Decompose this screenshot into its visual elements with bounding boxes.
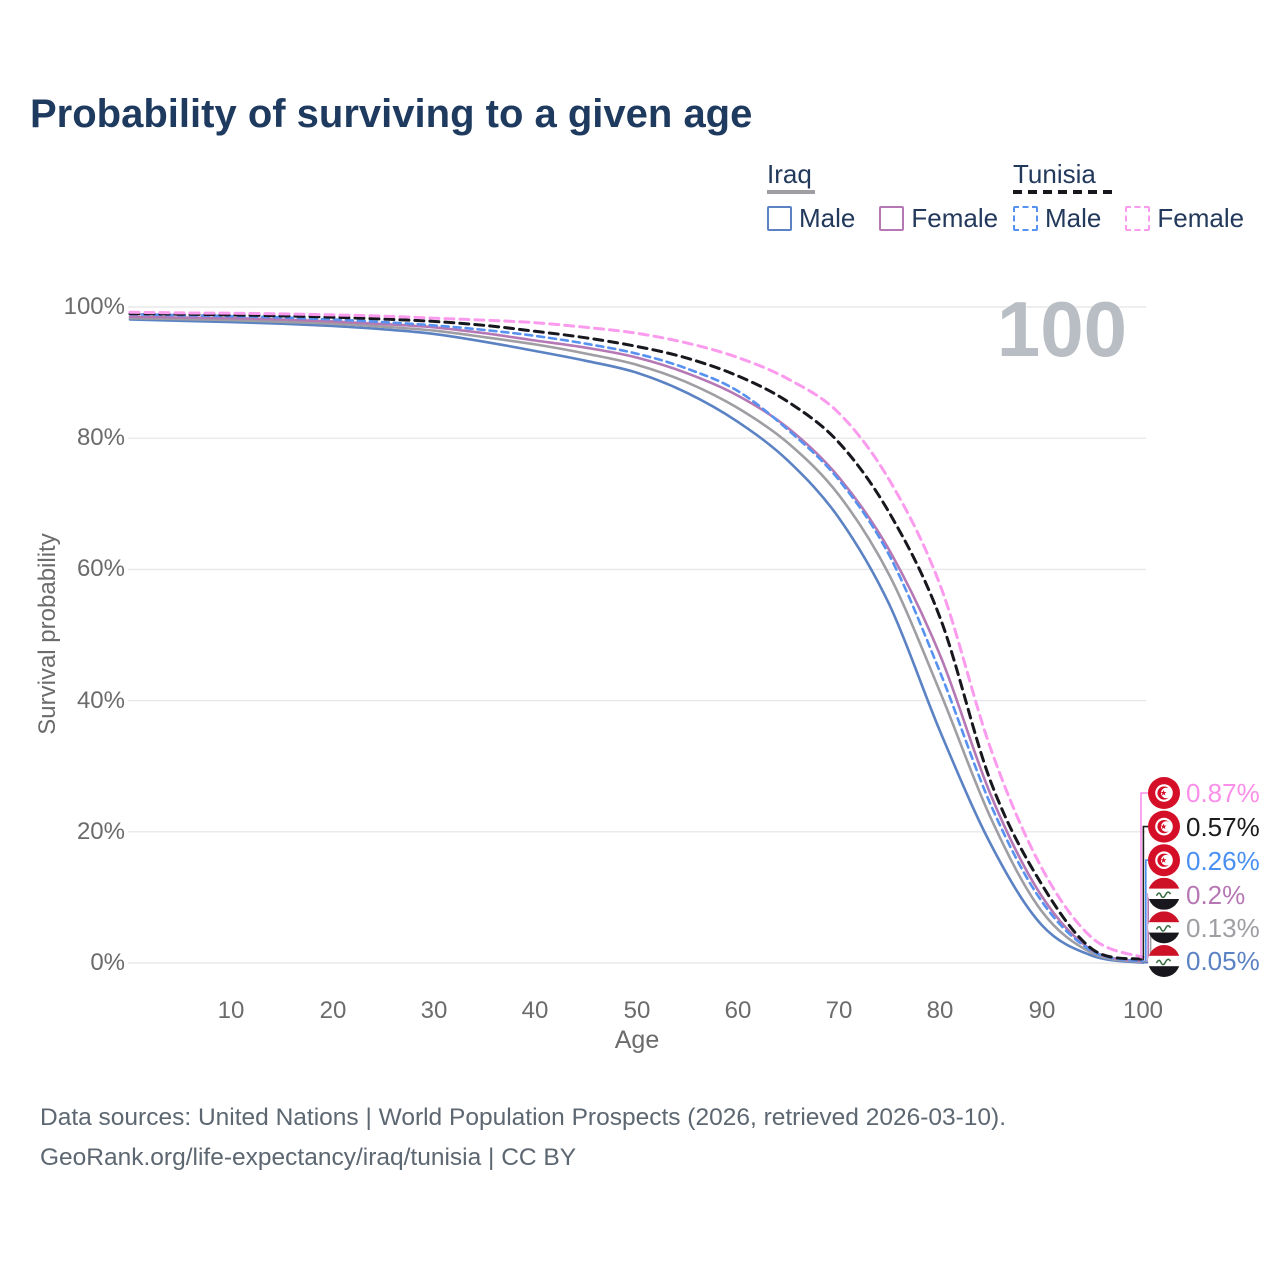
- legend-item-iraq-female[interactable]: Female: [879, 203, 998, 234]
- x-tick-80: 80: [926, 997, 954, 1024]
- tunisia-line-style-swatch: [1013, 190, 1113, 194]
- y-tick-0: 0%: [90, 949, 125, 976]
- x-tick-40: 40: [521, 997, 549, 1024]
- legend-item-iraq-male[interactable]: Male: [767, 203, 855, 234]
- tunisia-flag-icon: [1148, 777, 1180, 809]
- leader-line: [1142, 825, 1150, 961]
- end-label-tunisia-male: 0.26%: [1186, 846, 1260, 876]
- iraq-female-swatch: [879, 206, 905, 231]
- age-counter-watermark: 100: [996, 285, 1127, 373]
- end-label-tunisia-female: 0.87%: [1186, 778, 1260, 808]
- x-tick-70: 70: [825, 997, 853, 1024]
- x-tick-50: 50: [623, 997, 651, 1024]
- tunisia-male-line[interactable]: [128, 312, 1145, 963]
- leader-line: [1140, 792, 1150, 959]
- tunisia-flag-icon: [1148, 844, 1180, 877]
- x-tick-10: 10: [217, 997, 245, 1024]
- page-title: Probability of surviving to a given age: [30, 92, 753, 136]
- iraq-male-swatch: [767, 206, 792, 231]
- legend-item-tunisia-male[interactable]: Male: [1013, 203, 1101, 234]
- y-tick-20: 20%: [76, 818, 125, 845]
- tunisia-male-swatch: [1013, 206, 1038, 231]
- iraq-flag-icon: [1148, 945, 1180, 977]
- legend-item-tunisia-female[interactable]: Female: [1125, 203, 1244, 234]
- y-tick-100: 100%: [63, 293, 125, 320]
- y-tick-40: 40%: [76, 687, 125, 714]
- y-axis-title: Survival probability: [34, 533, 61, 735]
- y-tick-80: 80%: [76, 424, 125, 451]
- tunisia-female-line[interactable]: [128, 310, 1145, 959]
- legend-group-tunisia: Tunisia Male Female: [1013, 160, 1244, 234]
- legend-label: Female: [911, 203, 999, 233]
- iraq-line[interactable]: [128, 316, 1145, 964]
- legend-country-tunisia[interactable]: Tunisia: [1013, 159, 1096, 189]
- iraq-line-style-swatch: [767, 190, 815, 194]
- x-tick-100: 100: [1122, 997, 1164, 1024]
- tunisia-line[interactable]: [128, 312, 1145, 961]
- attribution-note: GeoRank.org/life-expectancy/iraq/tunisia…: [40, 1144, 577, 1171]
- legend-label: Male: [799, 203, 856, 233]
- end-label-tunisia-both: 0.57%: [1186, 812, 1260, 842]
- x-tick-20: 20: [319, 997, 347, 1024]
- tunisia-female-swatch: [1125, 206, 1151, 231]
- iraq-flag-icon: [1148, 877, 1180, 910]
- end-label-iraq-both: 0.13%: [1186, 913, 1260, 943]
- y-tick-60: 60%: [76, 555, 125, 582]
- iraq-flag-icon: [1148, 911, 1180, 944]
- end-label-iraq-female: 0.2%: [1186, 880, 1246, 910]
- x-tick-60: 60: [724, 997, 752, 1024]
- legend-country-iraq[interactable]: Iraq: [767, 159, 812, 189]
- legend-label: Male: [1045, 203, 1102, 233]
- x-axis-title: Age: [614, 1026, 660, 1054]
- end-label-iraq-male: 0.05%: [1186, 946, 1260, 976]
- iraq-male-line[interactable]: [128, 318, 1145, 964]
- iraq-female-line[interactable]: [128, 315, 1145, 963]
- x-tick-90: 90: [1028, 997, 1056, 1024]
- data-sources-note: Data sources: United Nations | World Pop…: [40, 1104, 1007, 1131]
- legend-label: Female: [1157, 203, 1245, 233]
- tunisia-flag-icon: [1148, 810, 1180, 843]
- x-tick-30: 30: [420, 997, 448, 1024]
- legend-group-iraq: Iraq Male Female: [767, 160, 998, 234]
